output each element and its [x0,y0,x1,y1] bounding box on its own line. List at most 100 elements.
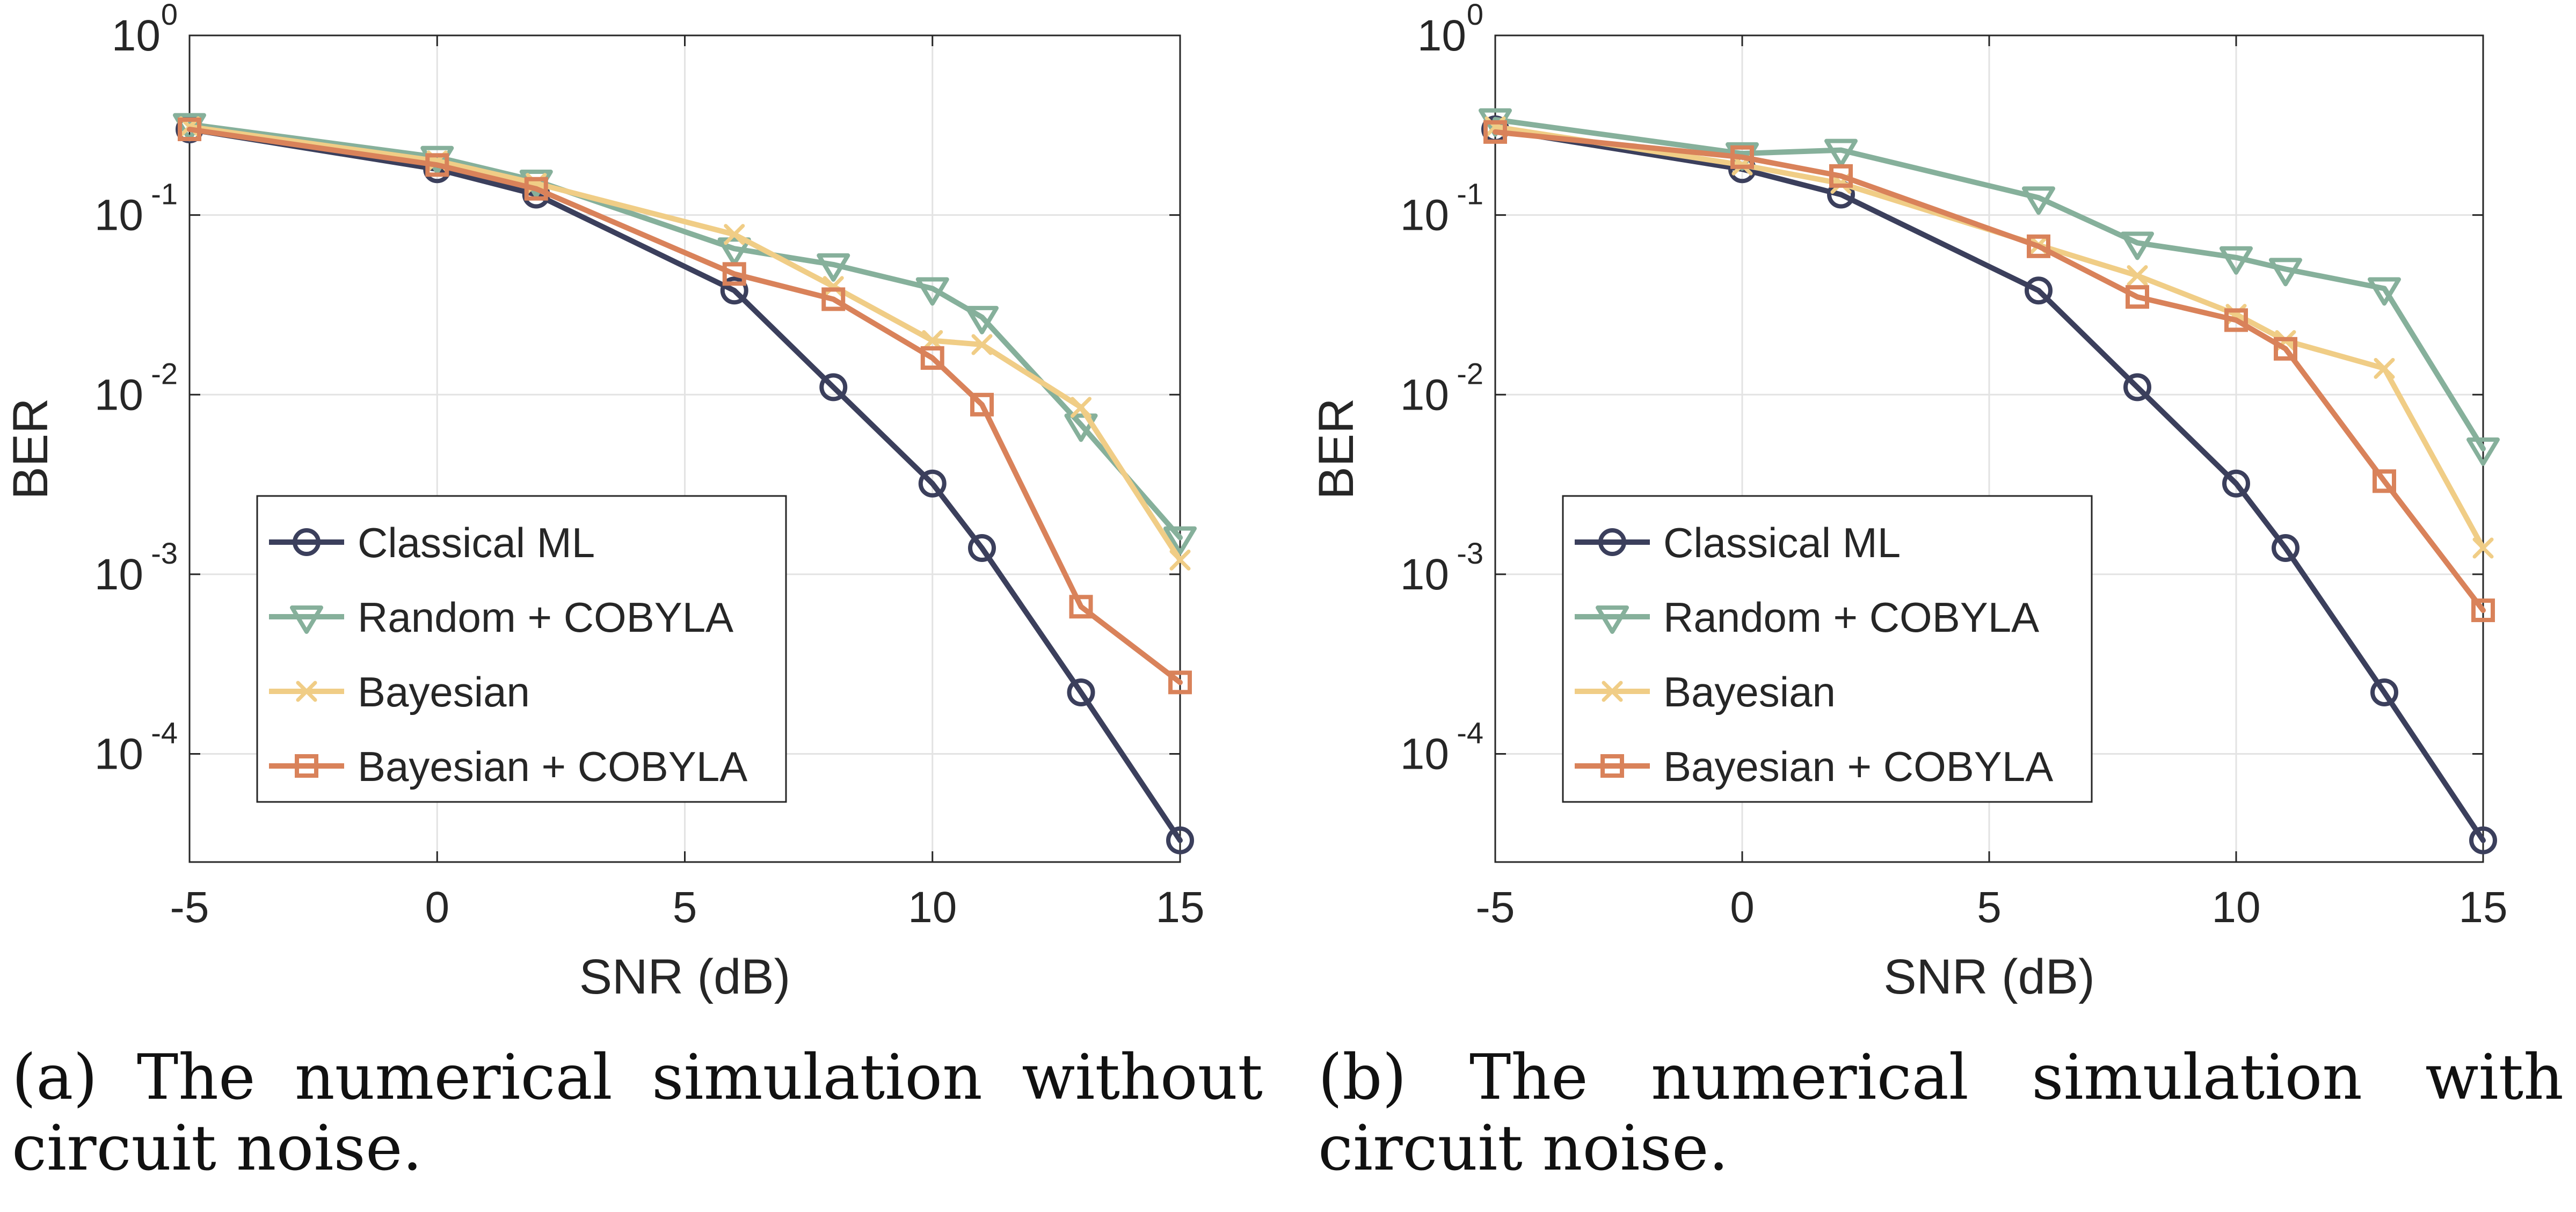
data-point-bayesian-cobyla [2224,308,2248,332]
data-point-classical-ml [968,534,996,562]
tick-marks [1494,34,2484,862]
data-point-random-cobyla [965,305,999,334]
x-tick-label: 10 [908,883,957,932]
y-tick-label: 010 [1417,0,1483,60]
data-point-classical-ml [819,373,848,401]
legend-label: Classical ML [1663,519,1901,566]
y-tick-label: -410 [1400,716,1483,779]
legend-marker [1602,681,1623,702]
x-axis-label: SNR (dB) [1883,950,2095,1004]
legend-item-bayesian-cobyla: Bayesian + COBYLA [269,743,747,790]
caption-b: (b) The numerical simulation with circui… [1318,1041,2564,1185]
y-tick-label: 010 [112,0,178,60]
y-tick-base: 10 [94,730,143,779]
data-point-bayesian [2127,265,2148,286]
legend-item-random-cobyla: Random + COBYLA [1575,594,2039,641]
caption-a: (a) The numerical simulation without cir… [12,1041,1263,1185]
legend-marker [1600,754,1624,778]
legend-box [1562,495,2093,803]
data-point-random-cobyla [717,237,751,266]
x-tick-label: 5 [1977,883,2002,932]
x-tick-label: -5 [1476,883,1515,932]
y-tick-base: 10 [94,550,143,599]
data-point-bayesian-cobyla [1168,670,1192,695]
data-point-bayesian-cobyla [970,392,994,417]
legend: Classical ML Random + COBYLA Bayesian Bayes… [1562,495,2093,803]
data-point-bayesian-cobyla [1069,595,1093,619]
data-point-bayesian [724,224,745,245]
data-point-bayesian-cobyla [2027,234,2050,258]
series-bayesian-cobyla [178,117,1192,695]
data-point-bayesian-cobyla [1829,164,1853,188]
y-tick-base: 10 [94,370,143,419]
x-tick-label: 0 [1730,883,1755,932]
data-point-random-cobyla [2220,246,2253,275]
legend-marker [296,681,317,702]
y-tick-label: -210 [1400,356,1483,419]
data-point-random-cobyla [2368,277,2401,306]
y-tick-exponent: 0 [161,0,178,31]
data-point-classical-ml [918,469,947,498]
legend-item-classical-ml: Classical ML [269,519,595,566]
data-point-bayesian-cobyla [178,117,201,141]
legend-label: Bayesian [1663,668,1836,715]
legend-marker [295,754,318,778]
data-point-classical-ml [2222,469,2250,498]
y-tick-label: -310 [94,536,178,599]
data-point-random-cobyla [2466,437,2500,466]
y-tick-exponent: -2 [151,356,178,390]
data-point-classical-ml [2469,826,2497,855]
legend-item-bayesian: Bayesian [269,668,530,715]
series-layer [173,113,1197,855]
data-point-bayesian [823,276,844,297]
x-tick-label: 5 [673,883,697,932]
legend-label: Bayesian + COBYLA [1663,743,2053,790]
y-axis-label: BER [3,398,58,499]
legend-label: Bayesian [358,668,530,715]
data-point-bayesian-cobyla [722,262,746,286]
y-axis-label: BER [1309,398,1364,499]
series-line-random-cobyla [1493,116,2486,451]
series-layer [1479,108,2500,855]
series-line-classical-ml [1493,126,2486,843]
y-tick-exponent: -1 [151,177,178,211]
data-point-bayesian-cobyla [2274,337,2297,361]
x-tick-label: -5 [170,883,209,932]
legend-item-bayesian-cobyla: Bayesian + COBYLA [1575,743,2053,790]
legend-marker [290,605,323,634]
x-tick-label: 15 [2458,883,2507,932]
legend-item-random-cobyla: Random + COBYLA [269,594,733,641]
y-tick-label: -310 [1400,536,1483,599]
data-point-bayesian-cobyla [1730,145,1754,169]
data-point-bayesian [1169,549,1191,571]
data-point-classical-ml [2272,534,2300,562]
series-line-bayesian-cobyla [187,126,1183,685]
y-tick-exponent: -3 [1457,536,1483,570]
data-point-bayesian-cobyla [524,177,548,201]
data-point-classical-ml [2370,678,2398,706]
data-point-bayesian [971,334,993,355]
y-tick-base: 10 [112,11,161,60]
series-bayesian-cobyla [1483,120,2495,623]
legend-marker [1596,605,1629,634]
y-tick-base: 10 [1417,11,1466,60]
x-tick-label: 0 [425,883,449,932]
y-tick-base: 10 [94,191,143,240]
legend-box [256,495,787,803]
data-point-random-cobyla [2269,258,2302,287]
y-tick-label: -210 [94,356,178,419]
legend-marker [293,528,321,556]
legend-marker [1598,528,1626,556]
legend-label: Bayesian + COBYLA [358,743,747,790]
y-tick-label: -410 [94,716,178,779]
data-point-random-cobyla [1064,413,1098,442]
series-line-bayesian-cobyla [1493,129,2486,614]
data-point-random-cobyla [1163,526,1197,555]
y-tick-exponent: -1 [1457,177,1483,211]
data-point-classical-ml [2123,373,2151,401]
legend-label: Random + COBYLA [358,594,733,641]
y-tick-exponent: -2 [1457,356,1483,390]
x-tick-label: 15 [1155,883,1204,932]
